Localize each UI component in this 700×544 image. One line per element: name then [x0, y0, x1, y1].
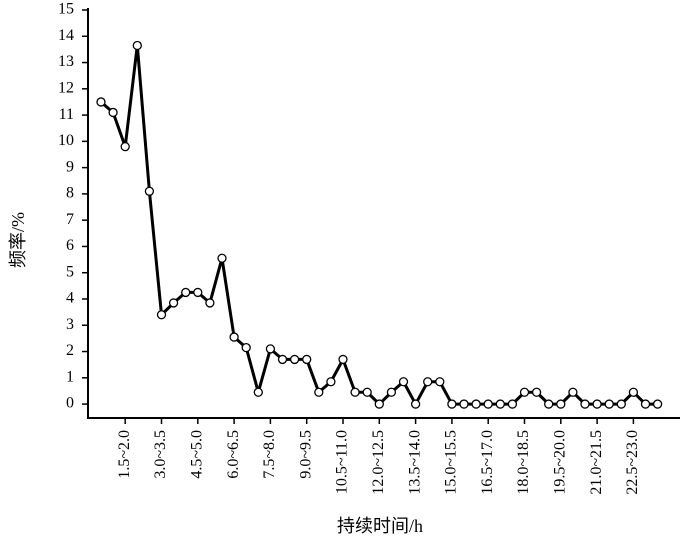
- x-tick-label: 12.0~12.5: [370, 430, 387, 495]
- data-point: [229, 332, 239, 342]
- data-point: [447, 399, 457, 409]
- data-point: [616, 399, 626, 409]
- data-point: [507, 399, 518, 409]
- y-tick-label: 11: [59, 106, 74, 123]
- data-point: [483, 399, 493, 409]
- data-point: [253, 387, 263, 397]
- x-tick-label: 16.5~17.0: [479, 430, 496, 495]
- data-point: [495, 399, 505, 409]
- y-axis-title: 频率/%: [8, 212, 28, 268]
- data-point: [168, 298, 179, 308]
- data-point: [193, 287, 203, 298]
- y-tick-label: 0: [66, 395, 74, 412]
- data-point: [652, 399, 663, 409]
- data-point: [471, 399, 481, 409]
- y-tick-label: 2: [66, 342, 74, 359]
- data-point: [604, 399, 614, 409]
- data-line: [100, 43, 658, 406]
- data-point: [640, 399, 651, 409]
- data-point: [120, 141, 130, 152]
- y-tick-label: 13: [58, 53, 74, 70]
- data-point: [314, 387, 324, 397]
- data-point: [205, 298, 215, 308]
- data-point: [326, 377, 336, 387]
- x-tick-label: 1.5~2.0: [116, 430, 133, 479]
- data-point: [144, 186, 155, 196]
- x-tick-label: 6.0~6.5: [225, 430, 242, 479]
- data-point: [531, 387, 542, 397]
- data-point: [350, 387, 360, 397]
- y-tick-label: 12: [58, 79, 74, 96]
- y-tick-label: 1: [66, 368, 74, 385]
- data-point: [568, 387, 578, 397]
- data-point: [459, 399, 469, 409]
- data-point: [241, 342, 251, 353]
- data-point: [592, 399, 602, 409]
- y-tick-label: 10: [58, 132, 74, 149]
- x-tick-label: 19.5~20.0: [551, 430, 568, 495]
- y-tick-label: 6: [66, 237, 74, 254]
- x-tick-label: 10.5~11.0: [334, 430, 351, 494]
- x-tick-label: 18.0~18.5: [515, 430, 532, 495]
- data-point: [410, 399, 421, 409]
- data-point: [423, 377, 433, 387]
- y-tick-label: 7: [66, 211, 74, 228]
- y-tick-label: 3: [66, 316, 74, 333]
- y-tick-label: 15: [58, 1, 74, 18]
- x-tick-label: 9.0~9.5: [297, 430, 314, 479]
- y-tick-label: 14: [58, 27, 74, 44]
- x-tick-label: 21.0~21.5: [588, 430, 605, 495]
- x-tick-label: 7.5~8.0: [261, 430, 278, 479]
- data-point: [544, 399, 554, 409]
- data-point: [519, 387, 530, 397]
- data-point: [386, 387, 397, 397]
- data-point: [302, 354, 312, 365]
- data-point: [132, 40, 142, 51]
- x-axis-title: 持续时间/h: [337, 516, 423, 536]
- data-point: [265, 344, 276, 354]
- data-point: [580, 399, 590, 409]
- x-tick-label: 3.0~3.5: [152, 430, 169, 479]
- data-point: [289, 354, 300, 365]
- x-tick-label: 15.0~15.5: [443, 430, 460, 495]
- data-point: [181, 287, 191, 298]
- data-point: [338, 354, 348, 365]
- data-point: [362, 387, 372, 397]
- data-point: [217, 253, 227, 263]
- data-point: [556, 399, 566, 409]
- data-point: [628, 387, 639, 397]
- y-tick-label: 8: [66, 185, 74, 202]
- x-tick-label: 4.5~5.0: [188, 430, 205, 479]
- data-point: [435, 377, 445, 387]
- data-point: [156, 310, 167, 320]
- data-point: [96, 97, 106, 107]
- data-point: [108, 107, 118, 118]
- data-point: [374, 399, 384, 409]
- data-point: [398, 377, 409, 387]
- y-tick-label: 5: [66, 263, 74, 280]
- y-tick-label: 4: [66, 290, 74, 307]
- x-tick-label: 22.5~23.0: [624, 430, 641, 495]
- data-point: [277, 354, 288, 365]
- x-tick-label: 13.5~14.0: [406, 430, 423, 495]
- y-tick-label: 9: [66, 158, 74, 175]
